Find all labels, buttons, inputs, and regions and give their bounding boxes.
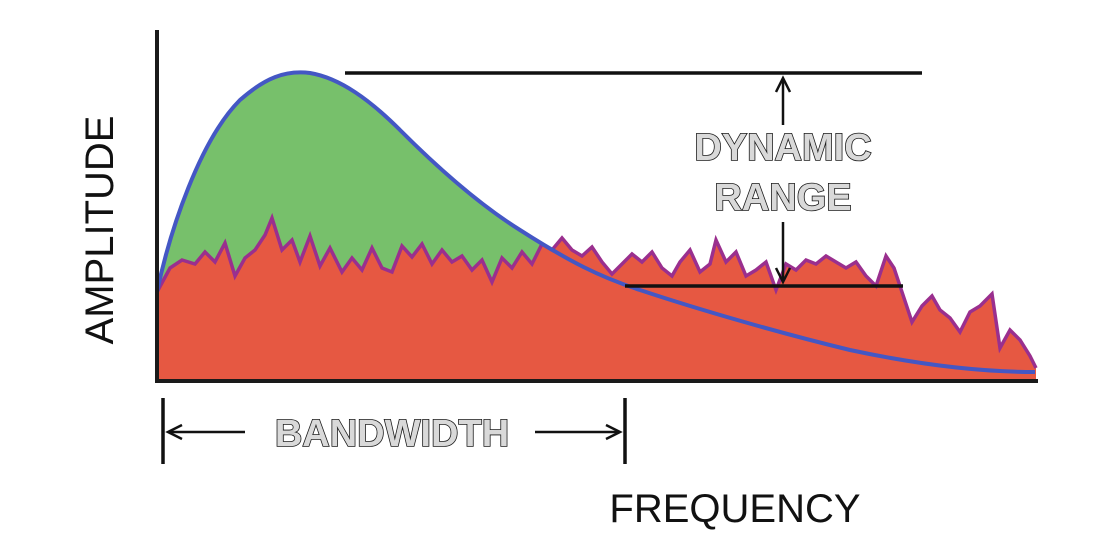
y-axis-label: AMPLITUDE <box>78 116 122 345</box>
noise-outline <box>155 212 1038 369</box>
signal-curve <box>155 70 1036 374</box>
arrow-right-icon <box>605 423 623 441</box>
bandwidth-label: BANDWIDTH <box>275 413 509 455</box>
arrow-up-icon <box>774 75 792 93</box>
arrow-down-icon <box>774 267 792 285</box>
dynamic-range-label-line2: RANGE <box>714 177 851 219</box>
dynamic-range-label-line1: DYNAMIC <box>694 127 871 169</box>
x-axis-label: FREQUENCY <box>609 487 860 531</box>
arrow-left-icon <box>165 423 183 441</box>
